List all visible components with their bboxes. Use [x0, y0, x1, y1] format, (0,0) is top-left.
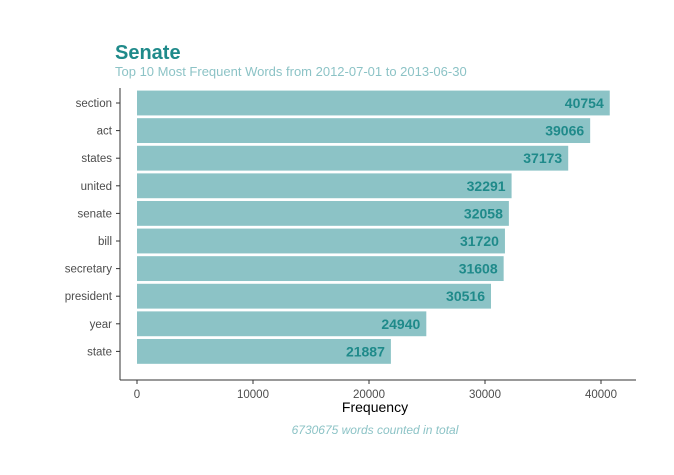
bar-states — [137, 145, 569, 171]
bar-labels-group: 40754 39066 37173 32291 32058 31720 31608 30516… — [346, 95, 604, 359]
x-axis: 0 10000 20000 30000 40000 — [120, 379, 636, 401]
y-tick-label: senate — [77, 208, 112, 220]
bar-act — [137, 118, 591, 144]
x-tick-40000: 40000 — [585, 380, 617, 401]
y-tick-bill: bill — [98, 236, 120, 248]
bar-united — [137, 173, 512, 199]
y-tick-united: united — [81, 181, 120, 193]
y-tick-label: states — [81, 153, 112, 165]
chart-caption: 6730675 words counted in total — [0, 423, 674, 437]
y-tick-senate: senate — [77, 208, 120, 220]
y-tick-secretary: secretary — [65, 264, 120, 276]
bar-secretary — [137, 256, 504, 282]
y-tick-label: year — [90, 319, 113, 331]
bar-label-bill: 31720 — [460, 233, 499, 249]
x-axis-label: Frequency — [0, 399, 674, 415]
bars-group — [137, 90, 610, 364]
y-tick-label: section — [76, 98, 112, 110]
chart-caption-text: 6730675 words counted in total — [291, 423, 459, 437]
bar-label-president: 30516 — [446, 288, 485, 304]
bar-label-states: 37173 — [523, 150, 562, 166]
y-tick-label: secretary — [65, 264, 113, 276]
bar-label-senate: 32058 — [464, 205, 503, 221]
y-tick-section: section — [76, 98, 120, 110]
y-tick-label: bill — [98, 236, 112, 248]
y-tick-label: president — [65, 291, 113, 303]
x-tick-20000: 20000 — [353, 380, 385, 401]
y-tick-states: states — [81, 153, 120, 165]
y-tick-president: president — [65, 291, 120, 303]
bar-label-year: 24940 — [381, 316, 420, 332]
bar-state — [137, 338, 391, 364]
chart-subtitle: Top 10 Most Frequent Words from 2012-07-… — [115, 64, 467, 79]
bar-label-secretary: 31608 — [459, 261, 498, 277]
y-tick-label: act — [97, 126, 113, 138]
x-tick-label: 40000 — [585, 389, 617, 401]
x-tick-label: 20000 — [353, 389, 385, 401]
bar-label-state: 21887 — [346, 343, 385, 359]
y-axis: section act states united senate bill secretar… — [65, 88, 121, 380]
x-tick-label: 10000 — [237, 389, 269, 401]
x-tick-label: 0 — [134, 389, 140, 401]
bar-bill — [137, 228, 505, 254]
x-tick-0: 0 — [134, 380, 140, 401]
bar-label-act: 39066 — [545, 123, 584, 139]
bar-senate — [137, 200, 509, 226]
bar-president — [137, 283, 491, 309]
bar-label-section: 40754 — [565, 95, 604, 111]
chart-title: Senate — [115, 42, 181, 64]
x-tick-10000: 10000 — [237, 380, 269, 401]
x-tick-30000: 30000 — [469, 380, 501, 401]
y-tick-act: act — [97, 126, 120, 138]
y-tick-label: united — [81, 181, 112, 193]
x-axis-label-text: Frequency — [341, 399, 409, 415]
y-tick-state: state — [87, 346, 120, 358]
y-tick-year: year — [90, 319, 120, 331]
bar-label-united: 32291 — [467, 178, 506, 194]
x-tick-label: 30000 — [469, 389, 501, 401]
bar-section — [137, 90, 610, 116]
y-tick-label: state — [87, 346, 112, 358]
bar-year — [137, 311, 427, 337]
